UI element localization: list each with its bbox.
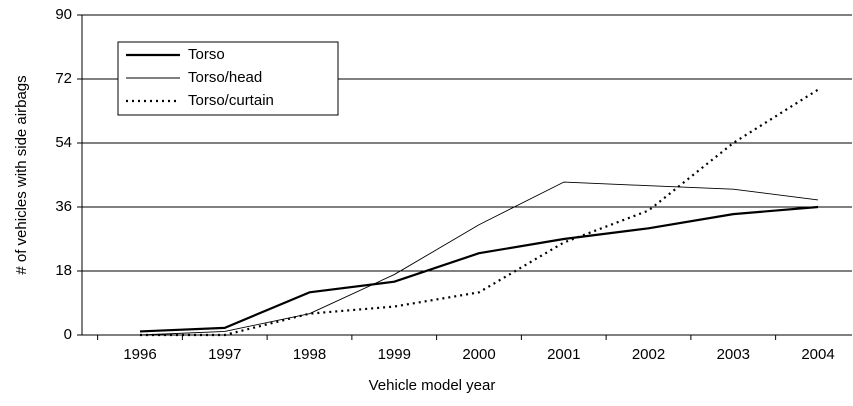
x-tick-label: 1996 [123, 346, 156, 363]
x-axis-label: Vehicle model year [369, 377, 496, 394]
y-tick-label: 18 [55, 262, 72, 279]
series-line [139, 181, 819, 336]
x-tick-label: 2003 [717, 346, 750, 363]
legend-label: Torso/head [188, 69, 262, 86]
series-line [140, 88, 819, 337]
y-tick-label: 72 [55, 70, 72, 87]
x-tick-label: 1998 [293, 346, 326, 363]
x-tick-label: 2000 [462, 346, 495, 363]
y-tick-label: 54 [55, 134, 72, 151]
x-tick-label: 1999 [378, 346, 411, 363]
y-tick-label: 90 [55, 6, 72, 23]
legend-label: Torso/curtain [188, 92, 274, 109]
y-axis-label: # of vehicles with side airbags [13, 75, 30, 274]
y-tick-label: 36 [55, 198, 72, 215]
x-tick-label: 2004 [801, 346, 834, 363]
series-line [139, 205, 819, 333]
x-tick-label: 2002 [632, 346, 665, 363]
legend-box [117, 41, 339, 116]
x-tick-label: 1997 [208, 346, 241, 363]
x-tick-label: 2001 [547, 346, 580, 363]
y-tick-label: 0 [64, 326, 72, 343]
legend-label: Torso [188, 46, 225, 63]
